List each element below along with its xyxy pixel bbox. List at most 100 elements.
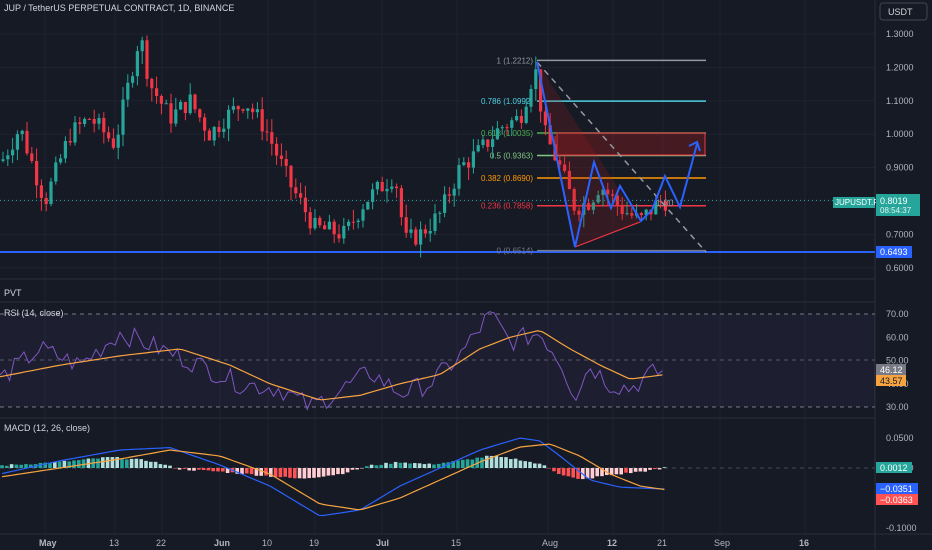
candle-body bbox=[596, 195, 600, 203]
time-axis[interactable]: May 13 22 Jun 10 19 Jul 15 Aug 12 21 Sep 16 bbox=[39, 538, 809, 548]
macd-histogram-bar bbox=[619, 468, 623, 475]
macd-histogram-bar bbox=[499, 457, 503, 468]
macd-pane bbox=[0, 437, 667, 517]
macd-histogram-bar bbox=[134, 458, 139, 468]
signal-line bbox=[1, 443, 665, 511]
macd-histogram-bar bbox=[269, 468, 273, 477]
projection-path[interactable] bbox=[536, 61, 698, 248]
rsi-line bbox=[0, 311, 663, 411]
pvt-legend[interactable]: PVT bbox=[4, 288, 22, 298]
candle-body bbox=[471, 151, 475, 168]
macd-histogram-bar bbox=[427, 463, 431, 468]
candle-body bbox=[625, 213, 629, 215]
rsi-value-tags: 46.12 43.57 bbox=[876, 364, 906, 386]
candle-body bbox=[279, 155, 283, 160]
macd-histogram-bar bbox=[149, 461, 153, 468]
candle-body bbox=[30, 153, 34, 161]
candle-body bbox=[327, 221, 331, 230]
macd-histogram-bar bbox=[345, 468, 350, 473]
candle-body bbox=[428, 231, 432, 234]
macd-histogram-bar bbox=[657, 468, 662, 470]
macd-histogram-bar bbox=[144, 460, 148, 468]
candle-body bbox=[1, 159, 5, 161]
candle-body bbox=[174, 109, 178, 124]
candle-body bbox=[366, 201, 370, 210]
candle-body bbox=[332, 221, 336, 235]
candle-body bbox=[481, 139, 485, 146]
candle-body bbox=[78, 122, 82, 124]
macd-histogram-bar bbox=[624, 468, 628, 473]
macd-histogram-bar bbox=[278, 468, 283, 478]
currency-button[interactable]: USDT bbox=[879, 2, 928, 21]
candle-body bbox=[399, 188, 403, 218]
candle-body bbox=[587, 203, 591, 210]
candle-body bbox=[457, 165, 461, 189]
time-tick-label: 21 bbox=[657, 538, 667, 548]
macd-histogram-bar bbox=[489, 455, 494, 468]
macd-histogram-bar bbox=[24, 464, 28, 468]
supply-zone-box[interactable] bbox=[556, 132, 706, 156]
symbol-title[interactable]: JUP / TetherUS PERPETUAL CONTRACT, 1D, B… bbox=[4, 3, 234, 13]
triangle-side[interactable] bbox=[574, 221, 641, 248]
fib-level-label: 1 (1.2212) bbox=[497, 56, 534, 65]
candle-body bbox=[356, 220, 360, 223]
macd-histogram-bar bbox=[557, 468, 561, 474]
macd-value: −0.0351 bbox=[880, 484, 913, 494]
macd-legend[interactable]: MACD (12, 26, close) bbox=[4, 423, 90, 433]
macd-histogram-bar bbox=[595, 468, 599, 477]
candle-body bbox=[606, 189, 610, 195]
candle-body bbox=[548, 125, 552, 145]
macd-value-bg bbox=[876, 483, 918, 494]
macd-histogram-bar bbox=[456, 460, 460, 468]
macd-histogram-bar bbox=[513, 458, 518, 468]
macd-histogram-bar bbox=[336, 468, 340, 475]
countdown: 08:54:37 bbox=[880, 206, 912, 215]
macd-histogram-bar bbox=[62, 460, 67, 468]
candle-body bbox=[443, 194, 447, 213]
candle-body bbox=[433, 213, 437, 232]
symbol-tag: JUPUSDT.P bbox=[835, 198, 879, 207]
macd-histogram-bar bbox=[72, 460, 76, 468]
time-tick-label: May bbox=[39, 538, 57, 548]
macd-histogram-bar bbox=[101, 457, 105, 468]
candle-body bbox=[155, 88, 159, 96]
pattern-drawings[interactable]: 1.00 bbox=[536, 61, 707, 253]
candle-body bbox=[207, 130, 211, 141]
candle-body bbox=[59, 158, 63, 163]
candle-body bbox=[39, 185, 43, 199]
candle-body bbox=[519, 115, 523, 123]
macd-histogram-bar bbox=[403, 462, 407, 468]
trend-dashed-line[interactable] bbox=[536, 61, 707, 253]
macd-histogram-bar bbox=[57, 461, 62, 468]
candle-body bbox=[539, 69, 543, 112]
macd-histogram-bar bbox=[187, 468, 191, 471]
macd-histogram-bar bbox=[470, 459, 475, 468]
fib-level-label: 0.236 (0.7858) bbox=[481, 202, 533, 211]
signal-value-bg bbox=[876, 494, 918, 505]
macd-histogram-bar bbox=[451, 461, 455, 468]
macd-line bbox=[1, 437, 665, 517]
candle-body bbox=[145, 40, 149, 79]
time-tick-label: Aug bbox=[542, 538, 558, 548]
macd-histogram-bar bbox=[600, 468, 604, 477]
candle-body bbox=[313, 217, 317, 229]
macd-histogram-bar bbox=[321, 468, 326, 477]
currency-button-frame[interactable] bbox=[879, 2, 928, 21]
candle-body bbox=[659, 200, 663, 202]
candle-body bbox=[591, 202, 595, 210]
macd-histogram-bar bbox=[523, 461, 527, 468]
candle-body bbox=[611, 194, 615, 196]
macd-histogram-bar bbox=[120, 459, 124, 468]
price-tick-label: 0.9000 bbox=[886, 163, 914, 173]
rsi-legend[interactable]: RSI (14, close) bbox=[4, 308, 64, 318]
macd-histogram-bar bbox=[77, 460, 81, 468]
macd-histogram-bar bbox=[408, 463, 412, 468]
candle-body bbox=[73, 122, 77, 143]
macd-histogram-bar bbox=[129, 458, 134, 468]
candle-body bbox=[107, 132, 111, 139]
macd-histogram-bar bbox=[590, 468, 595, 479]
rsi-ma-value-bg bbox=[876, 375, 906, 386]
candle-body bbox=[572, 189, 576, 211]
symbol-tag-bg bbox=[833, 197, 875, 208]
